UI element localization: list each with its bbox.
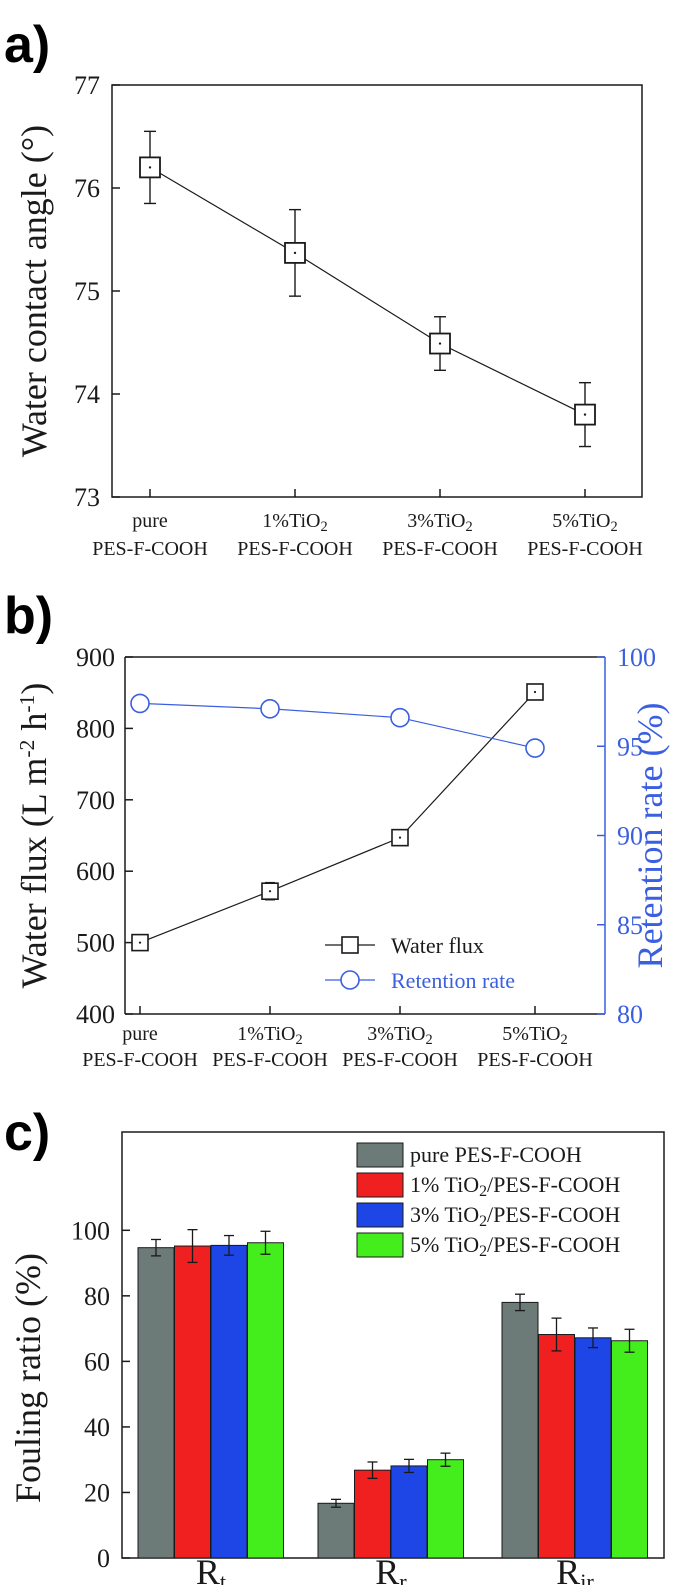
data-point-retention-rate	[390, 707, 410, 728]
x-tick-label: PES-F-COOH	[382, 538, 498, 560]
y2-tick-label: 80	[617, 1000, 643, 1029]
x-tick-label: PES-F-COOH	[342, 1049, 458, 1071]
y-tick-label: 500	[76, 929, 115, 958]
bar	[354, 1469, 391, 1559]
y-tick-label: 900	[76, 643, 115, 672]
bar	[137, 1247, 175, 1559]
legend-swatch	[356, 1142, 404, 1168]
x-tick-label: PES-F-COOH	[92, 538, 208, 560]
x-tick-label: 5%TiO2	[502, 1023, 567, 1048]
y-tick-label: 20	[84, 1478, 110, 1507]
legend-marker-retention-rate	[340, 970, 360, 990]
data-point-center	[293, 251, 297, 255]
bar	[501, 1301, 539, 1559]
y-tick-label: 800	[76, 714, 115, 743]
bar	[574, 1337, 612, 1559]
series-line-retention-rate	[139, 702, 536, 749]
x-tick-label: 1%TiO2	[262, 510, 327, 535]
bar	[390, 1465, 428, 1559]
legend-label-water-flux: Water flux	[391, 933, 484, 958]
y-tick-label: 77	[74, 71, 100, 100]
y-tick-label: 0	[97, 1544, 110, 1573]
y-tick-label: 75	[74, 277, 100, 306]
x-tick-label: pure	[132, 510, 168, 532]
data-point-center	[438, 342, 442, 345]
y2-tick-label: 90	[617, 822, 643, 851]
y2-tick-label: 95	[617, 732, 643, 761]
x-tick-label: pure	[122, 1023, 158, 1045]
y-tick-label: 73	[74, 483, 100, 512]
y-tick-label: 100	[71, 1216, 110, 1245]
y-tick-label: 80	[84, 1282, 110, 1311]
x-tick-label: 1%TiO2	[237, 1023, 302, 1048]
data-point-center	[148, 166, 152, 169]
y-tick-label: 60	[84, 1347, 110, 1376]
data-point-center	[583, 413, 587, 416]
y2-axis-title: Retention rate (%)	[630, 703, 670, 969]
legend-swatch	[356, 1172, 404, 1198]
data-point-center	[398, 836, 402, 839]
y-axis-title: Water flux (L m-2 h-1)	[14, 683, 54, 989]
y2-tick-label: 85	[617, 911, 643, 940]
data-point-retention-rate	[260, 698, 280, 719]
y-tick-label: 40	[84, 1413, 110, 1442]
data-point-center	[533, 690, 537, 694]
panel-a-chart: 73 74 75 76 77 pure PES-F-COOH 1%TiO2 PES-F-COOH…	[14, 71, 643, 560]
legend-label-retention-rate: Retention rate	[391, 968, 515, 993]
data-point-center	[138, 941, 142, 944]
legend-label: pure PES-F-COOH	[410, 1142, 582, 1167]
bar	[174, 1245, 211, 1559]
panel-label-a: a)	[4, 16, 50, 74]
panel-b-chart: 400 500 600 700 800 900 80 85 90 95 100 pure PES-F-C…	[14, 643, 670, 1071]
data-point-retention-rate	[525, 738, 545, 758]
x-tick-label: 3%TiO2	[407, 510, 472, 535]
series-line-water-flux	[139, 691, 536, 944]
bar	[427, 1459, 464, 1559]
panel-label-c: c)	[4, 1104, 50, 1162]
bar	[210, 1244, 248, 1559]
bar	[538, 1334, 575, 1559]
y-tick-label: 74	[74, 380, 100, 409]
y-axis-title: Water contact angle (°)	[14, 125, 54, 457]
y-tick-label: 76	[74, 174, 100, 203]
legend-label: 5% TiO2/PES-F-COOH	[410, 1232, 620, 1260]
y-tick-label: 600	[76, 857, 115, 886]
bar	[611, 1340, 648, 1559]
x-tick-label: PES-F-COOH	[237, 538, 353, 560]
plot-frame	[111, 84, 643, 498]
legend-label: 1% TiO2/PES-F-COOH	[410, 1172, 620, 1200]
panel-label-b: b)	[4, 587, 53, 645]
legend-swatch	[356, 1232, 404, 1258]
legend-swatch	[356, 1202, 404, 1228]
x-tick-label: PES-F-COOH	[212, 1049, 328, 1071]
bar	[317, 1502, 355, 1559]
x-tick-label: PES-F-COOH	[527, 538, 643, 560]
data-point-retention-rate	[130, 693, 150, 714]
x-tick-label: 5%TiO2	[552, 510, 617, 535]
x-tick-label: PES-F-COOH	[477, 1049, 593, 1071]
data-point-center	[268, 890, 272, 893]
y-axis-title: Fouling ratio (%)	[8, 1253, 48, 1503]
y-tick-label: 700	[76, 786, 115, 815]
legend-marker-water-flux	[341, 936, 359, 954]
bar	[247, 1242, 284, 1559]
series-line	[149, 166, 586, 416]
x-tick-label: 3%TiO2	[367, 1023, 432, 1048]
x-tick-label: PES-F-COOH	[82, 1049, 198, 1071]
y-tick-label: 400	[76, 1000, 115, 1029]
legend-label: 3% TiO2/PES-F-COOH	[410, 1202, 620, 1230]
y2-tick-label: 100	[617, 643, 656, 672]
